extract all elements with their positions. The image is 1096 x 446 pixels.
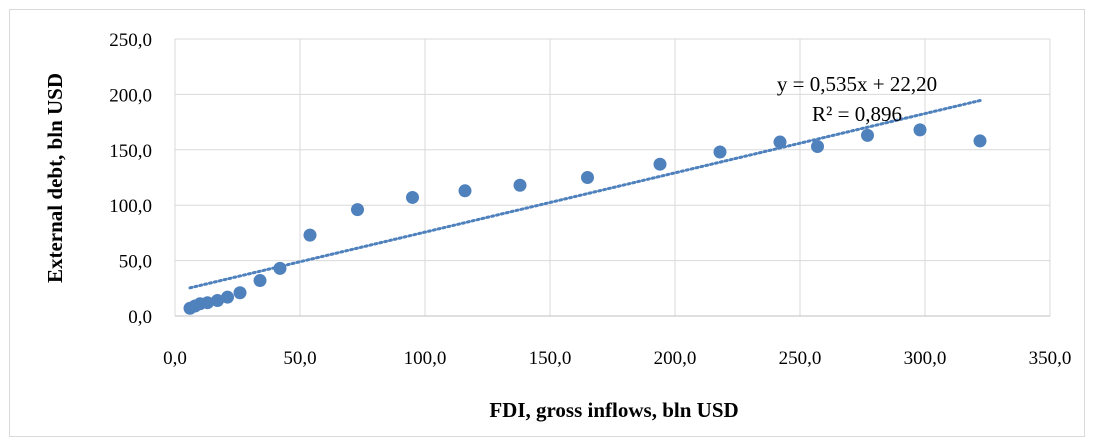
- data-point: [861, 128, 874, 142]
- y-tick-label: 150,0: [109, 141, 152, 162]
- data-point: [221, 290, 234, 304]
- data-point: [201, 296, 214, 310]
- y-tick-label: 250,0: [109, 30, 152, 51]
- y-tick-label: 100,0: [109, 196, 152, 217]
- data-point: [458, 184, 472, 198]
- data-point: [811, 139, 824, 153]
- x-tick-label: 200,0: [654, 348, 697, 369]
- data-point: [351, 203, 364, 217]
- data-point: [273, 261, 287, 275]
- data-point: [653, 157, 667, 171]
- x-tick-label: 300,0: [904, 348, 947, 369]
- trendline: [188, 98, 984, 290]
- data-points: [183, 123, 987, 315]
- data-point: [773, 135, 787, 149]
- x-tick-label: 50,0: [283, 348, 316, 369]
- trendline-equation: y = 0,535x + 22,20: [777, 72, 937, 96]
- data-point: [211, 293, 224, 307]
- y-axis-title: External debt, bln USD: [43, 73, 67, 283]
- y-tick-label: 0,0: [128, 307, 152, 328]
- chart-area: [9, 9, 1085, 437]
- trendline-r-squared: R² = 0,896: [812, 102, 902, 126]
- x-tick-label: 250,0: [779, 348, 822, 369]
- data-point: [303, 228, 317, 242]
- x-tick-label: 150,0: [529, 348, 572, 369]
- y-tick-label: 200,0: [109, 85, 152, 106]
- data-point: [913, 123, 927, 137]
- data-point: [233, 286, 247, 300]
- data-point: [973, 134, 987, 148]
- x-tick-label: 0,0: [163, 348, 187, 369]
- x-axis-title: FDI, gross inflows, bln USD: [489, 398, 738, 422]
- data-point: [581, 171, 594, 184]
- trendline-group: [188, 98, 984, 290]
- data-point: [253, 274, 267, 288]
- x-tick-label: 100,0: [404, 348, 447, 369]
- data-point: [406, 190, 419, 204]
- data-point: [713, 145, 727, 159]
- x-tick-label: 350,0: [1029, 348, 1072, 369]
- data-point: [513, 178, 527, 192]
- tick-labels: 0,0 50,0 100,0 150,0 200,0 250,0 300,0 350,0 0,0…: [109, 30, 1071, 369]
- y-tick-label: 50,0: [119, 252, 152, 273]
